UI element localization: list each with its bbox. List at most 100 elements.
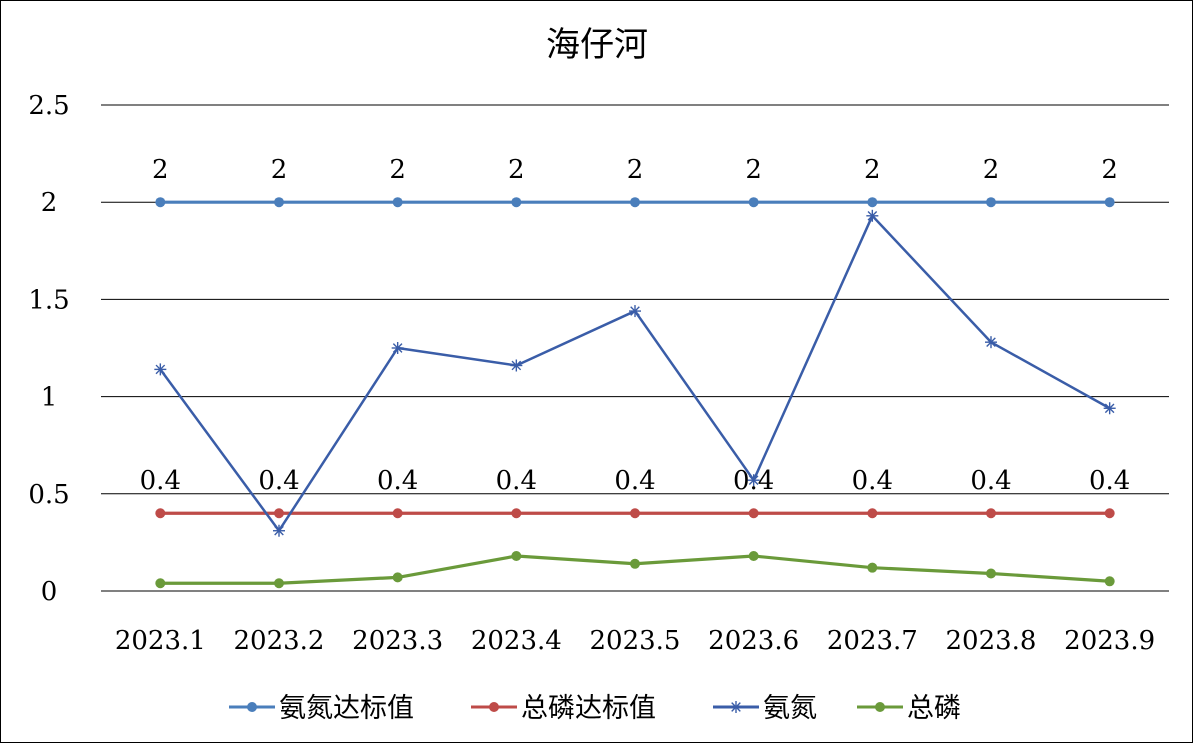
star-stroke — [1104, 403, 1115, 414]
data-point — [511, 508, 522, 519]
data-point — [630, 558, 640, 569]
star-stroke — [748, 475, 759, 486]
legend-label: 总磷 — [907, 693, 961, 724]
data-labels: 2 2 2 2 2 2 2 2 2 0.4 0.4 0.4 0.4 0.4 0.4 0.4 0.4 0.4 — [140, 155, 1131, 496]
data-point — [392, 572, 403, 583]
data-point — [274, 508, 284, 519]
y-tick-label: 2 — [41, 188, 58, 218]
star-stroke — [392, 343, 403, 353]
legend-item-0: 氨氮达标值 — [229, 693, 414, 724]
star-stroke — [155, 364, 166, 375]
x-tick-label: 2023.6 — [708, 626, 799, 656]
x-tick-label: 2023.5 — [590, 626, 681, 656]
data-point — [392, 508, 403, 519]
data-point — [511, 551, 522, 562]
data-point-star — [747, 474, 760, 487]
y-tick-label: 1 — [41, 383, 58, 413]
x-tick-label: 2023.8 — [946, 626, 1037, 656]
star-stroke — [731, 702, 741, 712]
legend-label: 总磷达标值 — [521, 693, 656, 724]
data-label: 0.4 — [496, 466, 537, 496]
x-tick-label: 2023.1 — [115, 626, 206, 656]
star-stroke — [274, 525, 284, 536]
y-tick-label: 0 — [41, 577, 58, 607]
data-label: 0.4 — [258, 466, 299, 496]
data-point-star — [510, 359, 523, 372]
series-2 — [154, 209, 1116, 537]
data-label: 2 — [389, 155, 406, 185]
data-point — [392, 197, 403, 208]
data-label: 0.4 — [1089, 466, 1130, 496]
legend-item-1: 总磷达标值 — [471, 693, 656, 724]
x-tick-label: 2023.4 — [471, 626, 562, 656]
data-label: 2 — [1101, 155, 1118, 185]
y-tick-label: 0.5 — [28, 480, 69, 510]
data-point — [867, 562, 878, 573]
chart-title: 海仔河 — [546, 25, 648, 65]
legend-label: 氨氮 — [763, 693, 817, 724]
legend-item-3: 总磷 — [857, 693, 961, 724]
data-point-star — [985, 336, 997, 349]
data-point-star — [391, 342, 404, 354]
legend-item-2: 氨氮 — [713, 693, 817, 724]
data-point — [1104, 197, 1115, 208]
star-stroke — [511, 360, 522, 371]
data-label: 2 — [983, 155, 1000, 185]
data-label: 0.4 — [140, 466, 181, 496]
x-tick-label: 2023.9 — [1064, 626, 1155, 656]
data-point — [1104, 576, 1115, 587]
data-point-star — [1103, 402, 1116, 415]
data-label: 2 — [271, 155, 288, 185]
data-label: 0.4 — [377, 466, 418, 496]
data-point-star — [273, 524, 285, 537]
data-point-star — [866, 209, 879, 222]
data-label: 2 — [864, 155, 881, 185]
data-point — [748, 508, 759, 519]
data-point — [1104, 508, 1115, 519]
data-point — [511, 197, 522, 208]
data-label: 2 — [152, 155, 169, 185]
series-3 — [155, 551, 1115, 589]
data-point — [748, 551, 759, 562]
data-point — [867, 508, 878, 519]
data-label: 2 — [627, 155, 644, 185]
data-point — [986, 508, 996, 519]
data-label: 0.4 — [852, 466, 893, 496]
y-tick-label: 2.5 — [28, 91, 69, 121]
star-stroke — [986, 337, 996, 347]
data-label: 0.4 — [614, 466, 655, 496]
star-stroke — [867, 210, 878, 221]
legend: 氨氮达标值 总磷达标值 氨氮 总磷 — [229, 693, 961, 724]
x-tick-label: 2023.3 — [352, 626, 443, 656]
data-point — [274, 578, 284, 589]
data-label: 0.4 — [733, 466, 774, 496]
series-1 — [155, 508, 1115, 519]
legend-marker — [875, 702, 885, 712]
star-stroke — [630, 306, 640, 316]
data-label: 2 — [745, 155, 762, 185]
data-label: 2 — [508, 155, 525, 185]
data-point — [155, 578, 166, 589]
data-point-star — [730, 701, 742, 713]
data-point — [986, 197, 996, 208]
legend-label: 氨氮达标值 — [279, 693, 414, 724]
data-point-star — [629, 305, 641, 318]
y-tick-label: 1.5 — [28, 285, 69, 315]
legend-marker — [247, 702, 257, 712]
data-point — [630, 508, 640, 519]
data-point — [748, 197, 759, 208]
data-point — [630, 197, 640, 208]
series-0 — [155, 197, 1115, 208]
x-axis-ticks: 2023.1 2023.2 2023.3 2023.4 2023.5 2023.6 2023… — [115, 626, 1155, 656]
data-point — [867, 197, 878, 208]
x-tick-label: 2023.7 — [827, 626, 918, 656]
series — [154, 197, 1116, 589]
data-point-star — [154, 363, 167, 376]
y-axis-ticks: 0 0.5 1 1.5 2 2.5 — [28, 91, 69, 607]
data-point — [155, 508, 166, 519]
x-tick-label: 2023.2 — [234, 626, 325, 656]
data-point — [274, 197, 284, 208]
data-point — [155, 197, 166, 208]
